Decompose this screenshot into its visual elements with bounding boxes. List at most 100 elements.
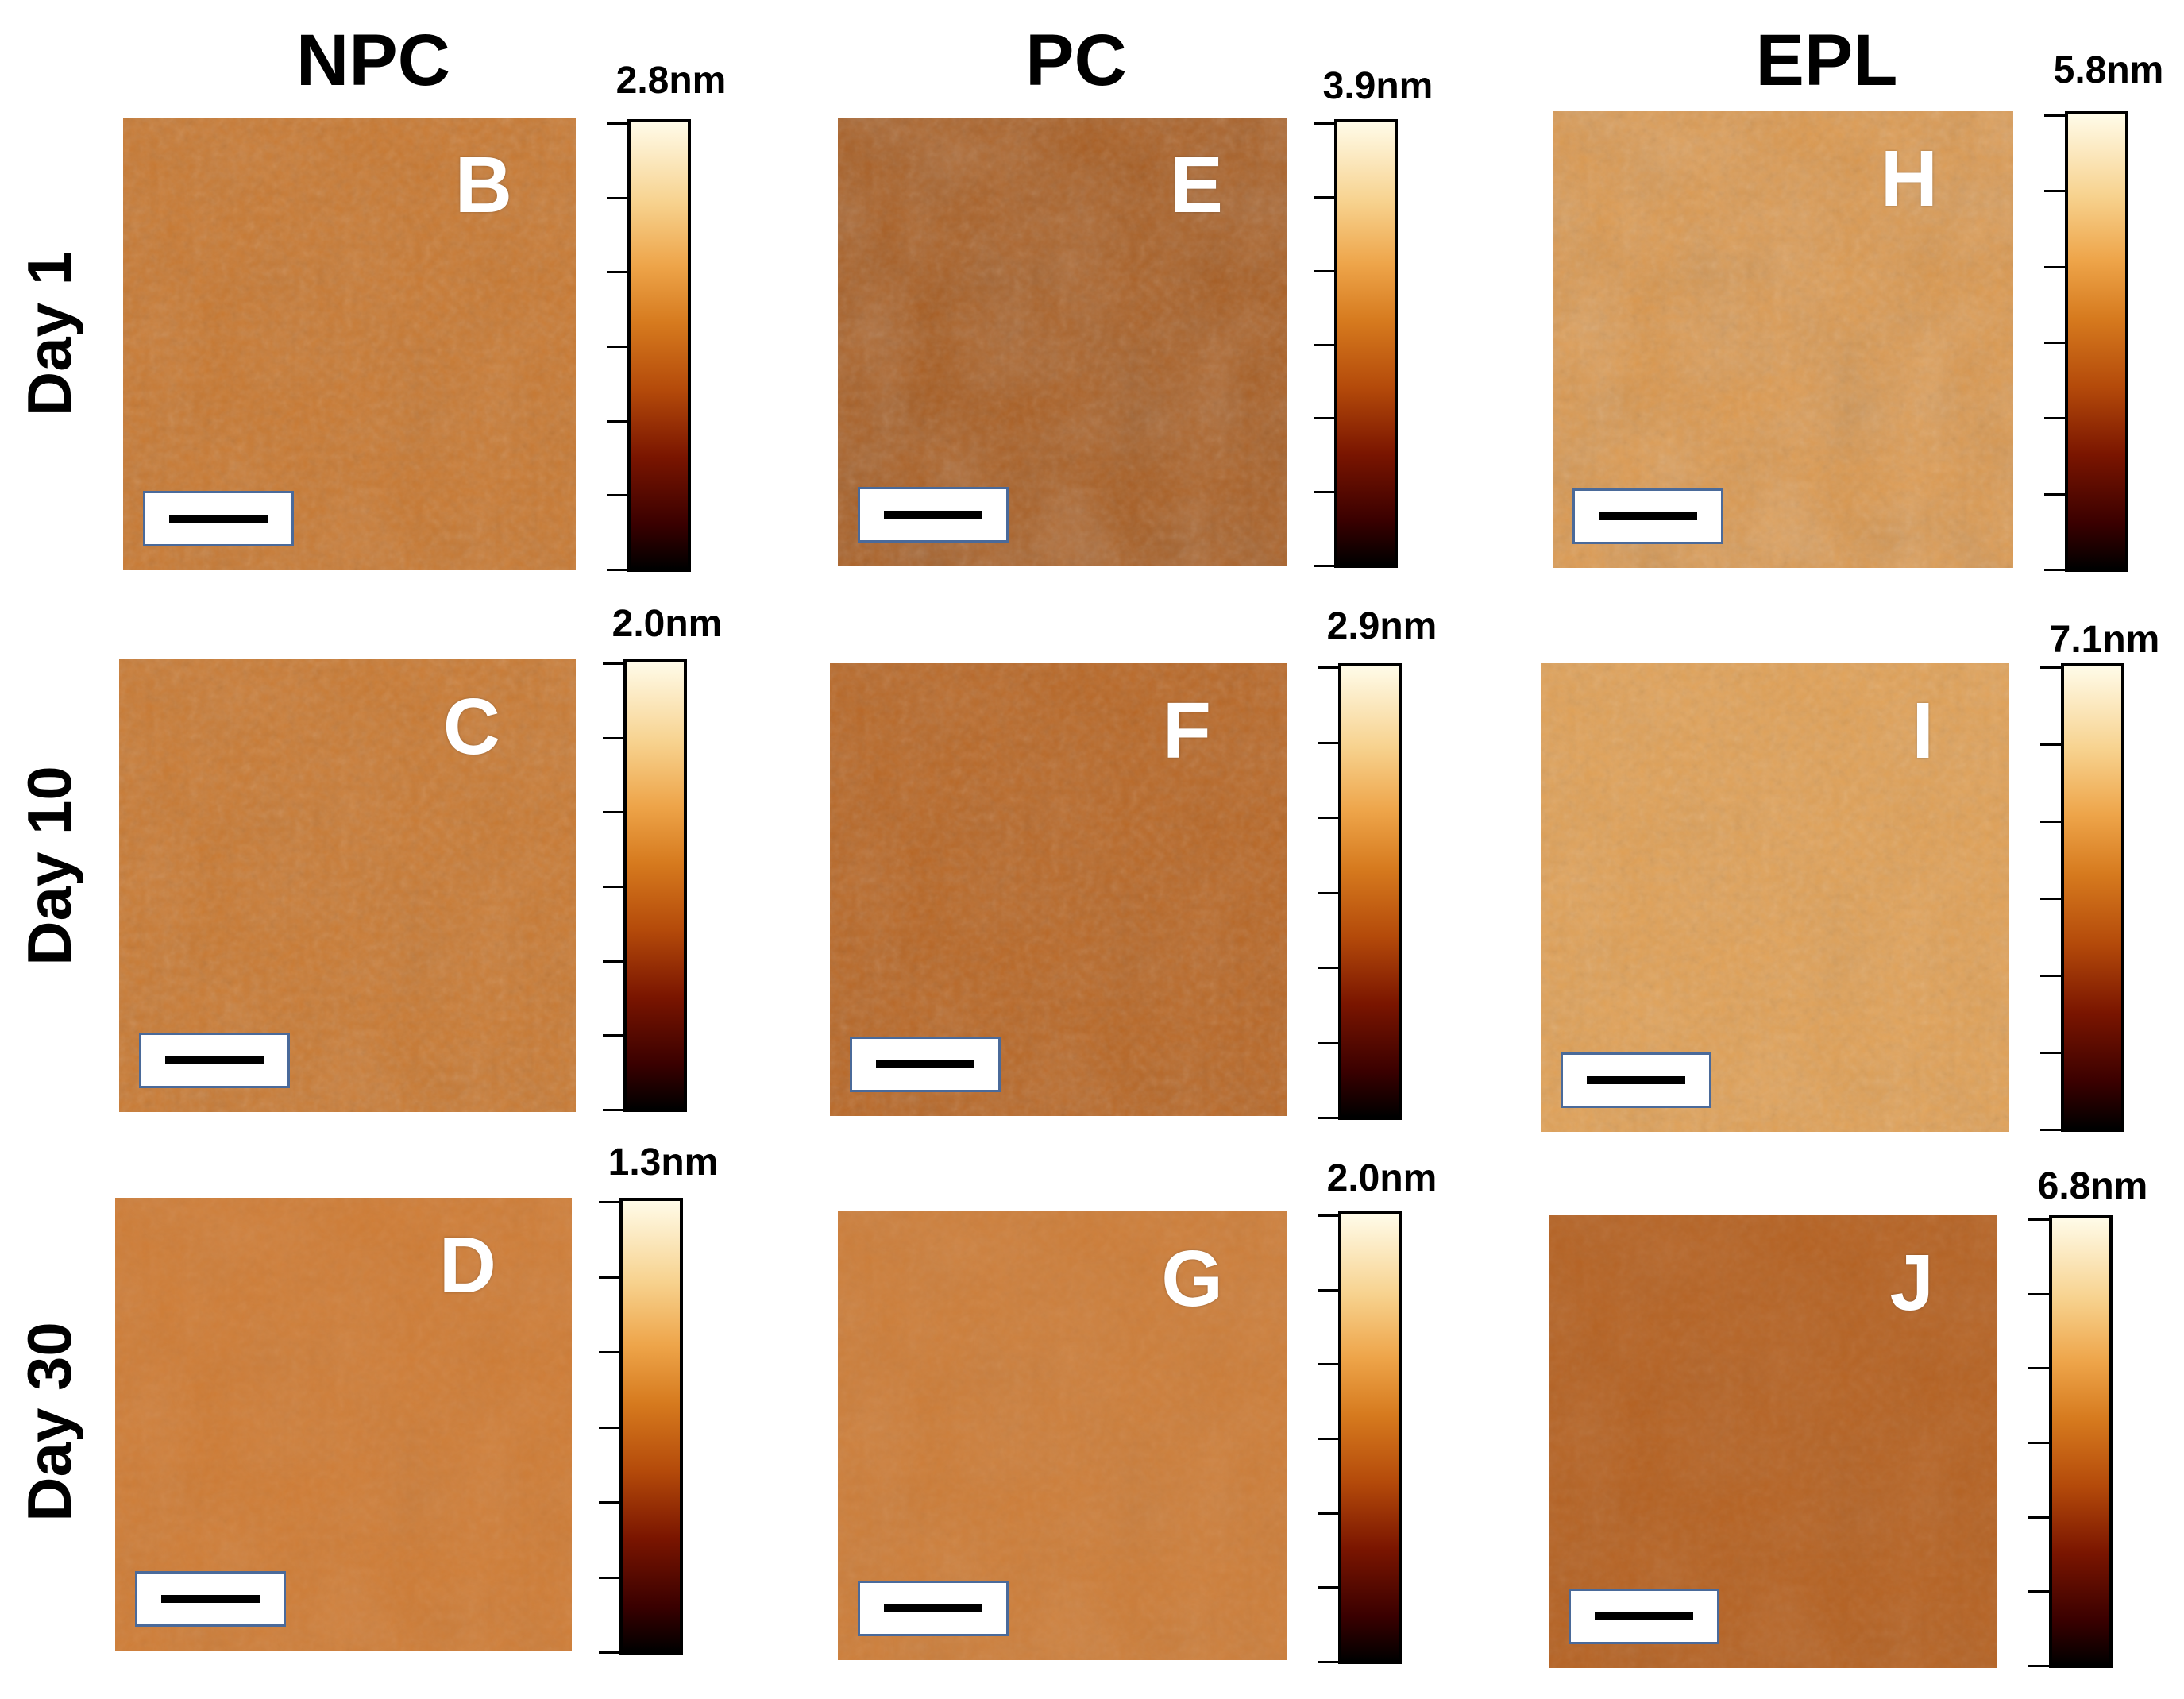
colorbar-max-label: 6.8nm <box>2037 1165 2148 1207</box>
afm-image-npc-day1: B <box>123 118 576 570</box>
colorbar-tick <box>1314 122 1337 125</box>
colorbar-tick <box>2044 114 2068 117</box>
colorbar-tick <box>1318 1214 1341 1217</box>
scale-bar-line <box>884 511 982 519</box>
scale-bar-icon <box>850 1037 1001 1092</box>
colorbar-tick <box>603 736 627 739</box>
height-colorbar-pc-day10 <box>1318 663 1402 1120</box>
panel-letter: D <box>438 1221 496 1310</box>
panel-letter: E <box>1170 141 1223 230</box>
scale-bar-line <box>161 1595 260 1603</box>
colorbar-tick <box>2040 1129 2064 1131</box>
colorbar-tick <box>607 196 631 199</box>
colorbar-tick <box>1314 491 1337 494</box>
colorbar-tick <box>1314 565 1337 567</box>
colorbar-tick <box>2028 1516 2052 1519</box>
colorbar-tick <box>599 1276 623 1279</box>
row-label-day30: Day 30 <box>14 1322 84 1522</box>
panel-letter: I <box>1912 686 1934 775</box>
colorbar-tick <box>2028 1665 2052 1667</box>
colorbar-tick <box>607 122 631 125</box>
colorbar-tick <box>2040 975 2064 977</box>
panel-letter: H <box>1880 134 1938 223</box>
afm-image-npc-day30: D <box>115 1198 572 1651</box>
colorbar-tick <box>1318 666 1341 669</box>
colorbar-max-label: 1.3nm <box>608 1141 719 1184</box>
colorbar-tick <box>2040 666 2064 669</box>
colorbar-tick <box>599 1201 623 1203</box>
scale-bar-icon <box>858 1581 1009 1636</box>
scale-bar-icon <box>143 491 294 546</box>
colorbar-tick <box>599 1501 623 1504</box>
colorbar-tick <box>1318 1041 1341 1044</box>
afm-image-epl-day1: H <box>1553 111 2013 568</box>
scale-bar-icon <box>139 1033 290 1088</box>
colorbar-tick <box>1318 967 1341 969</box>
scale-bar-line <box>1599 512 1697 520</box>
afm-texture <box>123 118 576 570</box>
scale-bar-line <box>165 1056 264 1064</box>
afm-image-pc-day10: F <box>830 663 1287 1116</box>
column-title-pc: PC <box>1025 20 1127 101</box>
colorbar-tick <box>1318 1438 1341 1440</box>
scale-bar-line <box>1587 1076 1685 1084</box>
column-title-epl: EPL <box>1755 20 1898 101</box>
colorbar-tick <box>2040 743 2064 746</box>
afm-image-npc-day10: C <box>119 659 576 1112</box>
scale-bar-icon <box>1569 1589 1719 1644</box>
panel-letter: J <box>1889 1238 1934 1327</box>
colorbar-tick <box>2040 1052 2064 1054</box>
colorbar-tick <box>1318 1661 1341 1663</box>
panel-letter: G <box>1161 1234 1223 1323</box>
colorbar-tick <box>1318 1288 1341 1292</box>
colorbar-tick <box>607 494 631 497</box>
afm-texture <box>838 1211 1287 1660</box>
colorbar-max-label: 2.9nm <box>1326 605 1437 647</box>
colorbar-tick <box>1314 343 1337 346</box>
colorbar-tick <box>1318 1117 1341 1119</box>
scale-bar-icon <box>1561 1052 1711 1108</box>
scale-bar-line <box>884 1604 982 1612</box>
column-title-npc: NPC <box>295 20 451 101</box>
row-label-day1: Day 1 <box>14 250 84 417</box>
height-colorbar-pc-day30 <box>1318 1211 1402 1664</box>
colorbar-tick <box>2044 265 2068 268</box>
colorbar-tick <box>607 419 631 423</box>
colorbar-tick <box>1318 891 1341 894</box>
afm-texture <box>115 1198 572 1651</box>
colorbar-tick <box>2028 1218 2052 1221</box>
height-colorbar-epl-day10 <box>2040 663 2124 1132</box>
afm-image-pc-day30: G <box>838 1211 1287 1660</box>
colorbar-tick <box>2040 898 2064 900</box>
colorbar-max-label: 7.1nm <box>2049 619 2160 661</box>
colorbar-tick <box>2028 1292 2052 1295</box>
colorbar-tick <box>599 1426 623 1429</box>
colorbar-tick <box>1314 195 1337 199</box>
afm-image-epl-day30: J <box>1549 1215 1997 1668</box>
colorbar-tick <box>603 886 627 888</box>
row-label-day10: Day 10 <box>14 766 84 966</box>
scale-bar-icon <box>135 1571 286 1627</box>
panel-letter: F <box>1162 686 1211 775</box>
colorbar-tick <box>607 271 631 274</box>
colorbar-tick <box>603 1109 627 1111</box>
colorbar-tick <box>2040 821 2064 823</box>
colorbar-tick <box>603 1034 627 1037</box>
colorbar-tick <box>603 662 627 665</box>
colorbar-tick <box>603 811 627 814</box>
height-colorbar-epl-day30 <box>2028 1215 2113 1668</box>
colorbar-tick <box>2044 342 2068 344</box>
colorbar-tick <box>2044 417 2068 420</box>
height-colorbar-npc-day30 <box>599 1198 683 1655</box>
colorbar-tick <box>2028 1442 2052 1444</box>
colorbar-tick <box>1318 1363 1341 1366</box>
panel-letter: B <box>454 141 512 230</box>
colorbar-max-label: 3.9nm <box>1322 65 1433 107</box>
scale-bar-icon <box>858 487 1009 543</box>
colorbar-tick <box>2028 1367 2052 1370</box>
colorbar-tick <box>607 569 631 571</box>
colorbar-tick <box>2044 492 2068 496</box>
height-colorbar-npc-day1 <box>607 119 691 572</box>
colorbar-tick <box>1318 1512 1341 1515</box>
